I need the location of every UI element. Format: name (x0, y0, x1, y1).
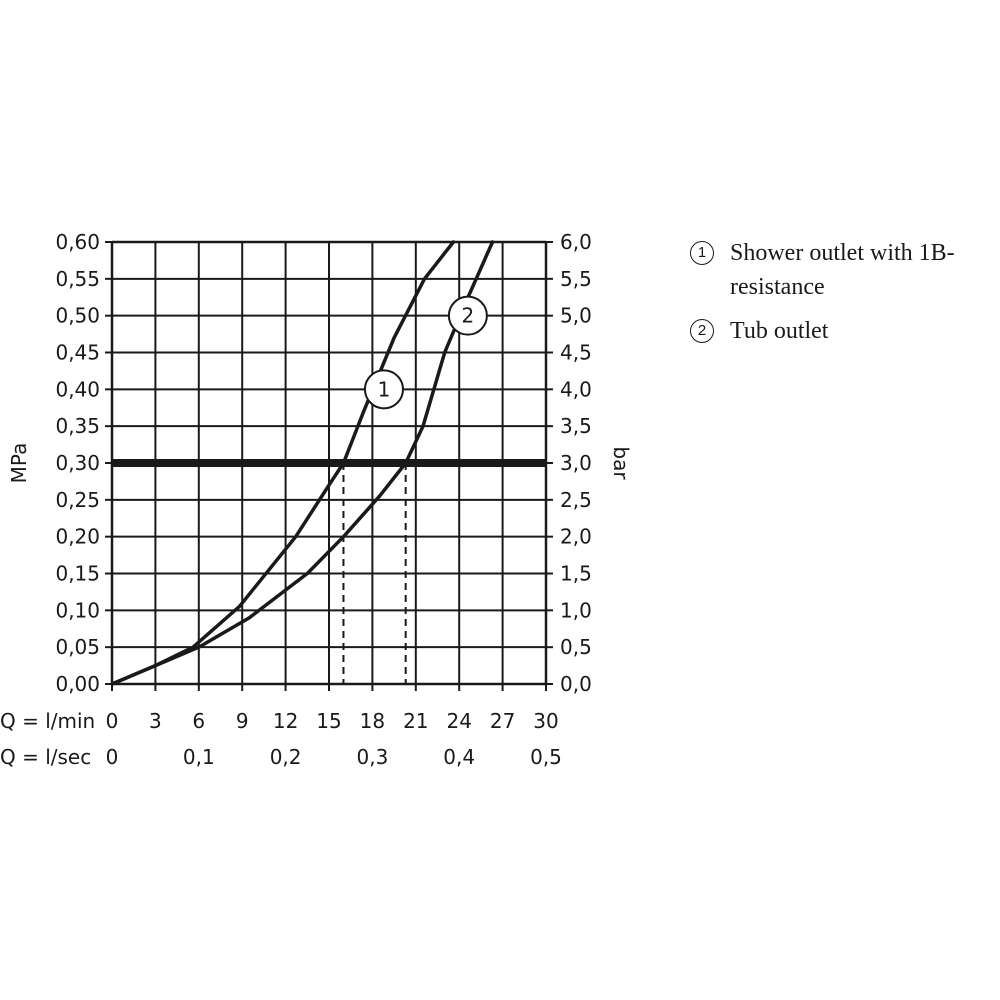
y-tick-label-left: 0,35 (55, 414, 100, 438)
y-tick-label-right: 3,5 (560, 414, 592, 438)
x-tick-label-lmin: 0 (106, 709, 119, 733)
x-tick-label-lsec: 0,4 (443, 745, 475, 769)
y-tick-label-right: 1,0 (560, 598, 592, 622)
y-tick-label-left: 0,30 (55, 451, 100, 475)
legend-text-shower: Shower outlet with 1B-resistance (730, 240, 955, 300)
y-tick-label-right: 2,0 (560, 525, 592, 549)
x-tick-label-lmin: 6 (192, 709, 205, 733)
y-tick-label-left: 0,50 (55, 304, 100, 328)
series-markers: 12 (363, 295, 488, 410)
x-tick-label-lmin: 30 (533, 709, 558, 733)
y-tick-label-left: 0,00 (55, 672, 100, 696)
y-tick-label-left: 0,40 (55, 377, 100, 401)
x-tick-label-lmin: 21 (403, 709, 428, 733)
series-marker-circle-1 (363, 369, 404, 410)
series-marker-label-2: 2 (462, 304, 475, 328)
legend-marker-1: 1 (690, 241, 714, 265)
legend-text-tub: Tub outlet (730, 318, 829, 344)
x-tick-label-lsec: 0,1 (183, 745, 215, 769)
y-tick-label-right: 3,0 (560, 451, 592, 475)
y-tick-label-left: 0,20 (55, 525, 100, 549)
x-tick-label-lmin: 27 (490, 709, 515, 733)
legend-marker-2: 2 (690, 319, 714, 343)
y-tick-label-right: 1,5 (560, 562, 592, 586)
y-tick-label-left: 0,60 (55, 230, 100, 254)
y-axis-label-right: bar (609, 446, 633, 480)
series-marker-label-1: 1 (378, 377, 391, 401)
legend: 1 Shower outlet with 1B-resistance 2 Tub… (690, 236, 1000, 358)
legend-item-shower: 1 Shower outlet with 1B-resistance (690, 236, 1000, 304)
series-lines (110, 240, 495, 686)
drop-lines (342, 463, 407, 684)
y-tick-label-right: 4,0 (560, 377, 592, 401)
y-tick-label-right: 0,0 (560, 672, 592, 696)
x-tick-label-lsec: 0,2 (270, 745, 302, 769)
tick-labels: 0,000,050,100,150,200,250,300,350,400,45… (55, 230, 591, 769)
y-axis-label-left: MPa (7, 443, 31, 484)
x-tick-label-lsec: 0 (106, 745, 119, 769)
y-tick-label-left: 0,15 (55, 562, 100, 586)
x-tick-label-lmin: 15 (316, 709, 341, 733)
series-marker-circle-2 (447, 295, 488, 336)
x-tick-label-lmin: 18 (360, 709, 385, 733)
y-tick-label-left: 0,25 (55, 488, 100, 512)
y-tick-label-right: 0,5 (560, 635, 592, 659)
y-tick-label-right: 5,5 (560, 267, 592, 291)
x-tick-label-lmin: 24 (446, 709, 471, 733)
legend-item-tub: 2 Tub outlet (690, 314, 1000, 348)
y-tick-label-left: 0,10 (55, 598, 100, 622)
x-tick-label-lmin: 9 (236, 709, 249, 733)
y-tick-label-right: 6,0 (560, 230, 592, 254)
y-tick-label-right: 2,5 (560, 488, 592, 512)
y-tick-label-left: 0,55 (55, 267, 100, 291)
y-tick-label-left: 0,05 (55, 635, 100, 659)
x-axis-label-lsec: Q = l/sec (0, 745, 91, 769)
y-tick-label-right: 5,0 (560, 304, 592, 328)
x-tick-label-lsec: 0,5 (530, 745, 562, 769)
y-tick-label-left: 0,45 (55, 341, 100, 365)
x-axis-label-lmin: Q = l/min (0, 709, 95, 733)
x-tick-label-lmin: 12 (273, 709, 298, 733)
x-tick-label-lsec: 0,3 (356, 745, 388, 769)
y-tick-label-right: 4,5 (560, 341, 592, 365)
x-tick-label-lmin: 3 (149, 709, 162, 733)
series-line-2 (110, 240, 495, 686)
